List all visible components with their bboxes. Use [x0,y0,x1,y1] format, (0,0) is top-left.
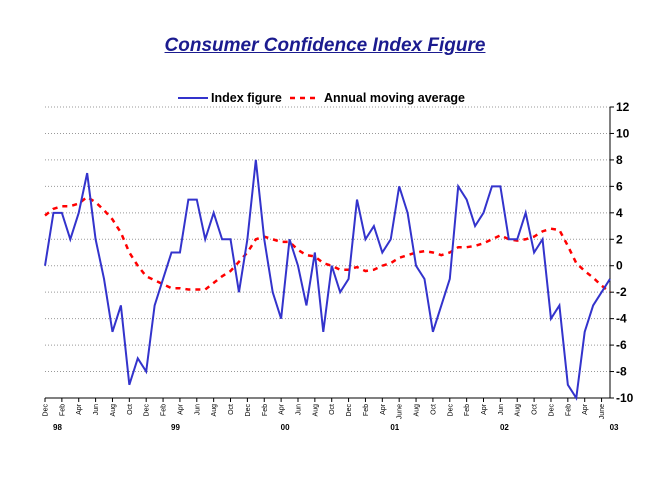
y-tick-label: -2 [616,285,627,299]
x-tick-label: Aug [110,404,117,417]
x-tick-label: Dec [447,404,454,417]
x-tick-label: Jun [498,404,505,415]
x-tick-label: Dec [548,404,555,417]
axes [45,107,611,399]
series-layer [44,159,611,401]
x-tick-label: Feb [464,404,471,416]
year-label: 01 [390,423,399,432]
chart-title: Consumer Confidence Index Figure [164,35,486,56]
x-tick-label: Oct [127,404,134,415]
x-tick-label: Oct [430,404,437,415]
x-tick-label: Dec [43,404,50,417]
x-tick-label: Dec [245,404,252,417]
x-tick-label: Jun [93,404,100,415]
x-tick-label: Feb [363,404,370,416]
year-label: 00 [281,423,290,432]
y-tick-label: 2 [616,232,623,246]
y-tick-label: -10 [616,391,634,405]
y-tick-label: 6 [616,179,623,193]
x-tick-label: Oct [329,404,336,415]
x-tick-label: Feb [59,404,66,416]
x-axis-ticks: Dec Feb Apr Jun Aug Oct Dec Feb Apr Jun Aug Oct Dec F… [43,398,619,432]
legend: Index figure Annual moving average [178,91,465,105]
year-label: 02 [500,423,509,432]
y-tick-label: 10 [616,126,630,140]
y-tick-label: -6 [616,338,627,352]
x-tick-label: Jun [295,404,302,415]
x-tick-label: Apr [481,403,488,415]
x-tick-label: Feb [161,404,168,416]
x-tick-label: Aug [211,404,218,417]
x-tick-label: Apr [177,403,184,415]
x-tick-label: Aug [515,404,522,417]
y-tick-label: 4 [616,206,623,220]
x-tick-label: Apr [76,403,83,415]
x-tick-label: Oct [532,404,539,415]
y-tick-label: 8 [616,153,623,167]
x-tick-label: Apr [279,403,286,415]
year-label: 03 [610,423,619,432]
legend-label-average: Annual moving average [324,91,465,105]
x-tick-label: Apr [582,403,589,415]
legend-label-index: Index figure [211,91,282,105]
x-tick-label: Apr [380,403,387,415]
x-tick-label: Feb [262,404,269,416]
x-tick-label: June [599,404,606,419]
x-tick-label: Aug [414,404,421,417]
x-tick-label: June [397,404,404,419]
y-tick-label: 0 [616,259,623,273]
year-label: 98 [53,423,62,432]
series-line-annual-moving-average [44,195,611,294]
y-axis-ticks: 12 10 8 6 4 2 0 -2 -4 -6 -8 -10 [610,100,634,405]
y-tick-label: -4 [616,312,627,326]
year-label: 99 [171,423,180,432]
x-tick-label: Dec [346,404,353,417]
series-line-index-figure [44,159,611,401]
x-tick-label: Feb [565,404,572,416]
x-tick-label: Dec [144,404,151,417]
x-tick-label: Jun [194,404,201,415]
y-tick-label: 12 [616,100,630,114]
x-tick-label: Oct [228,404,235,415]
y-tick-label: -8 [616,365,627,379]
x-tick-label: Aug [312,404,319,417]
